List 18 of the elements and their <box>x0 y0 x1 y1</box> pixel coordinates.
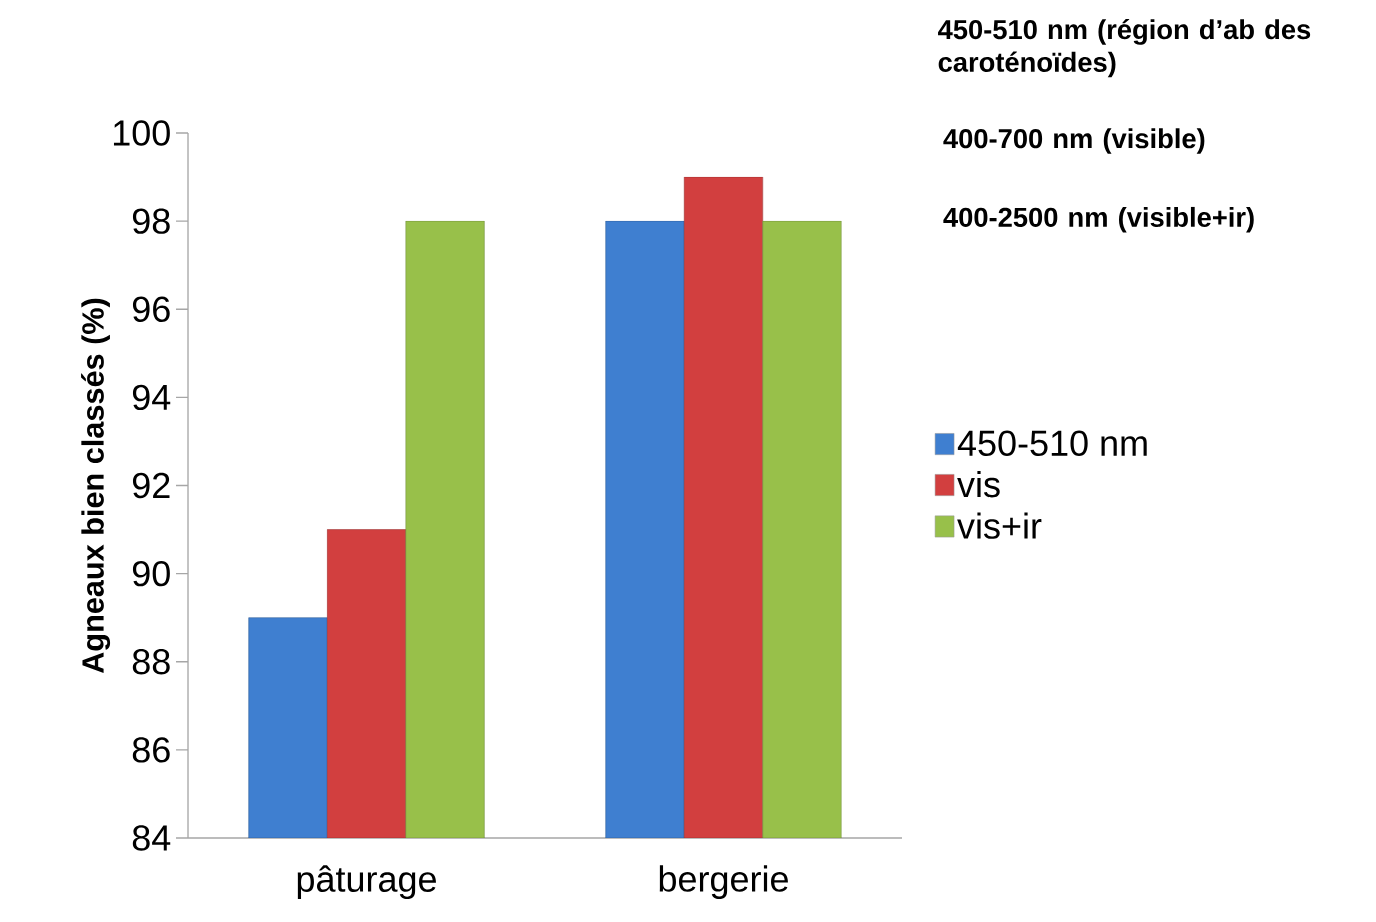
y-tick-label: 92 <box>132 472 170 499</box>
legend-label: vis+ir <box>957 512 1042 539</box>
y-tick-label: 96 <box>132 296 170 322</box>
legend-label: vis <box>957 470 1000 498</box>
x-tick-label: bergerie <box>659 865 788 899</box>
y-axis-title: Agneaux bien classés (%) <box>81 298 111 674</box>
y-tick-label: 88 <box>132 649 170 675</box>
y-tick-label: 84 <box>132 825 171 851</box>
text: 400-2500 nm (visible+ir) <box>943 206 1254 233</box>
legend-label: 450-510 nm <box>957 430 1147 456</box>
y-tick-label: 100 <box>113 120 170 146</box>
text: 450-510 nm (région d’ab des caroténoïdes) <box>938 18 1311 78</box>
x-tick-label: pâturage <box>297 865 436 900</box>
y-tick-label: 90 <box>132 560 170 587</box>
y-tick-label: 86 <box>132 737 170 763</box>
text: 400-700 nm (visible) <box>943 128 1205 154</box>
y-tick-label: 98 <box>132 208 170 234</box>
y-tick-label: 94 <box>132 384 171 411</box>
